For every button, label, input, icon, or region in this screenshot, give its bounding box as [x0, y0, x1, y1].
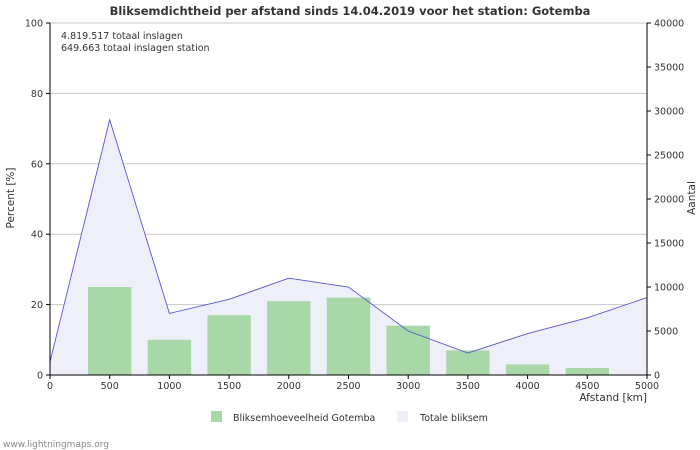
- y-right-tick-label: 5000: [654, 327, 678, 338]
- annotation-total-strikes: 4.819.517 totaal inslagen: [61, 31, 183, 42]
- y-left-tick-label: 100: [25, 19, 43, 30]
- legend-swatch-total: [397, 411, 408, 422]
- y-right-tick-label: 20000: [654, 195, 684, 206]
- y-left-tick-label: 20: [31, 300, 43, 311]
- y-left-tick-label: 0: [37, 371, 43, 382]
- watermark: www.lightningmaps.org: [3, 440, 109, 450]
- station-bar: [326, 297, 371, 375]
- y-left-tick-label: 60: [31, 159, 43, 170]
- x-tick-label: 2000: [277, 381, 301, 392]
- bar-layer: [88, 287, 609, 375]
- total-lightning-area: [50, 119, 647, 375]
- y-right-tick-label: 0: [654, 371, 660, 382]
- x-tick-label: 1000: [157, 381, 181, 392]
- y-axis-left-label: Percent [%]: [5, 167, 17, 228]
- station-bar: [446, 350, 490, 375]
- legend-label-total: Totale bliksem: [419, 413, 488, 424]
- y-right-tick-label: 30000: [654, 107, 684, 118]
- total-lightning-line: [49, 118, 648, 362]
- station-bar: [147, 339, 192, 375]
- legend-label-station: Bliksemhoeveelheid Gotemba: [233, 413, 375, 424]
- x-axis-label: Afstand [km]: [579, 392, 647, 404]
- x-tick-label: 4000: [516, 381, 540, 392]
- station-bar: [207, 315, 251, 375]
- tick-label-layer: 0 500 1000 1500 2000 2500 3000 3500 4000 4500 5000…: [25, 19, 684, 393]
- y-axis-right-label: Aantal: [686, 181, 698, 215]
- station-bar: [505, 364, 550, 375]
- y-right-tick-label: 35000: [654, 63, 684, 74]
- x-tick-label: 2500: [336, 381, 360, 392]
- x-tick-label: 0: [47, 381, 53, 392]
- x-tick-label: 5000: [635, 381, 659, 392]
- legend-swatch-station: [211, 411, 222, 422]
- x-tick-label: 3000: [396, 381, 420, 392]
- chart-title: Bliksemdichtheid per afstand sinds 14.04…: [110, 4, 591, 18]
- station-bar: [565, 368, 609, 375]
- y-right-tick-label: 40000: [654, 19, 684, 30]
- x-tick-label: 3500: [456, 381, 480, 392]
- line-layer: [49, 118, 648, 362]
- y-left-tick-label: 40: [31, 230, 43, 241]
- grid-layer: [50, 22, 647, 306]
- x-tick-label: 1500: [217, 381, 241, 392]
- area-layer: [50, 119, 647, 375]
- y-left-tick-label: 80: [31, 89, 43, 100]
- axis-layer: [46, 22, 651, 379]
- annotation-station-strikes: 649.663 totaal inslagen station: [61, 43, 210, 54]
- y-right-tick-label: 25000: [654, 151, 684, 162]
- y-right-tick-label: 10000: [654, 283, 684, 294]
- x-tick-label: 4500: [575, 381, 599, 392]
- station-bar: [267, 301, 311, 375]
- y-right-tick-label: 15000: [654, 239, 684, 250]
- station-bar: [88, 287, 132, 375]
- station-bar: [386, 325, 430, 375]
- x-tick-label: 500: [101, 381, 119, 392]
